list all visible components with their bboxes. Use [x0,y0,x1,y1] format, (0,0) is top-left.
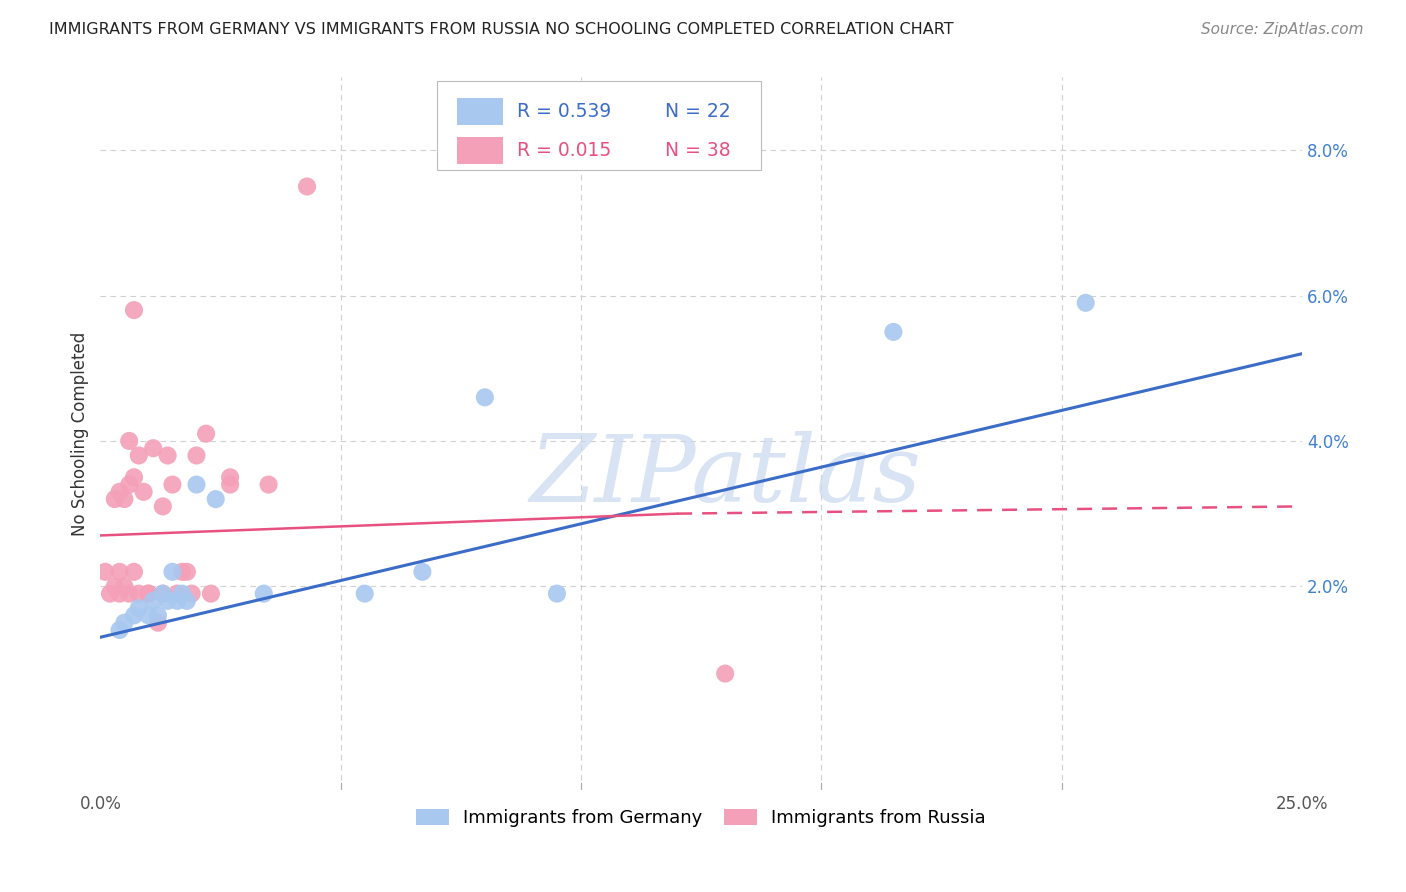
Point [152,586,174,600]
Text: IMMIGRANTS FROM GERMANY VS IMMIGRANTS FROM RUSSIA NO SCHOOLING COMPLETED CORRELA: IMMIGRANTS FROM GERMANY VS IMMIGRANTS FR… [49,22,953,37]
Point [118,586,141,600]
Point [122,470,145,484]
Point [104,579,127,593]
Point [122,608,145,623]
Point [112,492,135,507]
Point [152,500,174,514]
Point [128,586,150,600]
Point [118,434,141,448]
Point [142,441,165,455]
Point [219,470,242,484]
Point [112,579,135,593]
Point [104,492,127,507]
Text: Source: ZipAtlas.com: Source: ZipAtlas.com [1201,22,1364,37]
Point [170,565,193,579]
FancyBboxPatch shape [457,136,503,163]
Point [142,594,165,608]
FancyBboxPatch shape [457,98,503,125]
Point [162,477,184,491]
Point [132,484,155,499]
Point [200,586,222,600]
Point [152,586,174,600]
Point [176,565,198,579]
Text: ZIPatlas: ZIPatlas [529,432,921,522]
Point [112,615,135,630]
Point [1074,295,1097,310]
Text: R = 0.015: R = 0.015 [517,141,612,160]
Point [138,586,160,600]
Point [186,477,208,491]
Point [195,426,218,441]
Point [122,303,145,318]
Point [156,449,179,463]
Point [176,594,198,608]
Point [166,594,188,608]
Point [882,325,904,339]
Point [714,666,737,681]
FancyBboxPatch shape [437,81,761,170]
Point [546,586,568,600]
Point [128,601,150,615]
Point [162,565,184,579]
Point [295,179,318,194]
Point [474,390,496,404]
Point [411,565,433,579]
Legend: Immigrants from Germany, Immigrants from Russia: Immigrants from Germany, Immigrants from… [409,802,993,834]
Point [166,586,188,600]
Point [253,586,276,600]
Point [146,608,169,623]
Point [138,586,160,600]
Point [122,565,145,579]
Point [204,492,226,507]
Point [118,477,141,491]
Point [98,586,121,600]
Point [108,484,131,499]
Point [128,449,150,463]
Point [94,565,117,579]
Point [353,586,375,600]
Y-axis label: No Schooling Completed: No Schooling Completed [72,332,89,536]
Text: N = 22: N = 22 [665,102,731,121]
Point [156,594,179,608]
Point [186,449,208,463]
Point [138,608,160,623]
Text: N = 38: N = 38 [665,141,731,160]
Point [108,623,131,637]
Point [108,565,131,579]
Point [257,477,280,491]
Point [108,586,131,600]
Point [180,586,202,600]
Point [219,477,242,491]
Text: R = 0.539: R = 0.539 [517,102,612,121]
Point [170,586,193,600]
Point [146,615,169,630]
